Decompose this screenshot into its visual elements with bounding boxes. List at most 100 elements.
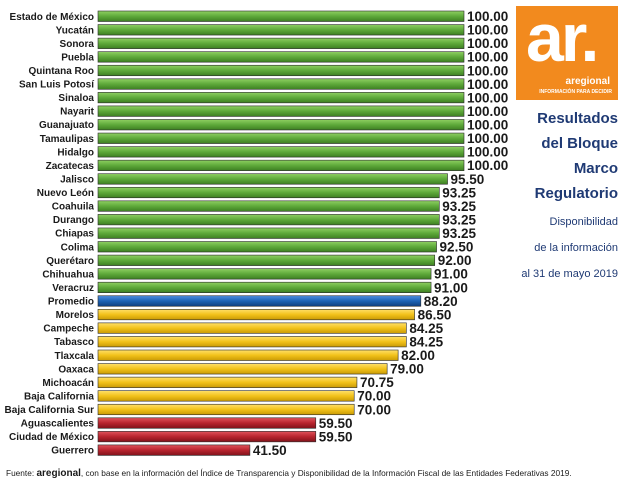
logo-tagline: INFORMACIÓN PARA DECIDIR: [539, 89, 612, 95]
bar: [97, 281, 432, 294]
bar: [97, 363, 388, 375]
bar: [97, 146, 465, 158]
bar: [97, 322, 407, 334]
bar: [97, 417, 317, 429]
category-label: Guanajuato: [39, 120, 94, 131]
bar: [97, 241, 437, 253]
value-label: 100.00: [467, 145, 508, 160]
footnote-prefix: Fuente:: [6, 468, 37, 478]
bar: [97, 132, 465, 144]
category-label: Colima: [61, 242, 95, 253]
category-label: Oaxaca: [58, 364, 94, 375]
value-label: 100.00: [467, 36, 508, 51]
category-label: Quintana Roo: [28, 66, 94, 77]
category-label: Zacatecas: [46, 161, 95, 172]
aregional-logo: ar. aregional INFORMACIÓN PARA DECIDIR: [516, 0, 618, 100]
bar: [97, 403, 355, 416]
category-label: Ciudad de México: [9, 432, 94, 443]
bar: [97, 376, 358, 388]
value-label: 86.50: [418, 307, 452, 322]
side-title-line: Regulatorio: [534, 185, 618, 202]
category-label: Yucatán: [56, 25, 94, 36]
value-label: 93.25: [442, 199, 476, 214]
side-title: Resultados del Bloque Marco Regulatorio: [498, 106, 618, 206]
bar: [97, 214, 440, 226]
bar: [97, 159, 465, 171]
bar: [97, 336, 407, 348]
value-label: 84.25: [409, 321, 443, 336]
bar: [97, 186, 440, 199]
bar: [97, 200, 440, 212]
value-label: 100.00: [467, 63, 508, 78]
category-label: Chihuahua: [42, 269, 94, 280]
bar: [97, 64, 465, 77]
category-label: Campeche: [43, 324, 94, 335]
value-label: 91.00: [434, 280, 468, 295]
bar: [97, 431, 317, 443]
side-title-line: del Bloque: [541, 135, 618, 152]
value-label: 41.50: [253, 443, 287, 458]
category-label: San Luis Potosí: [19, 80, 95, 91]
value-label: 70.00: [357, 402, 391, 417]
bar: [97, 92, 465, 104]
value-label: 82.00: [401, 348, 435, 363]
category-label: Veracruz: [52, 283, 94, 294]
value-label: 88.20: [424, 294, 458, 309]
value-label: 92.00: [438, 253, 472, 268]
category-label: Baja California: [24, 391, 94, 402]
bar: [97, 254, 436, 266]
category-label: Sonora: [60, 39, 95, 50]
side-subtitle-line: al 31 de mayo 2019: [521, 268, 618, 280]
category-label: Aguascalientes: [21, 419, 95, 430]
category-label: Promedio: [48, 297, 94, 308]
value-label: 100.00: [467, 118, 508, 133]
side-subtitle-line: de la información: [534, 242, 618, 254]
bar: [97, 309, 415, 321]
bar: [97, 390, 355, 402]
value-label: 84.25: [409, 334, 443, 349]
value-label: 95.50: [451, 172, 485, 187]
footnote-brand: aregional: [36, 468, 81, 479]
category-label: Tabasco: [54, 337, 94, 348]
side-title-line: Marco: [573, 160, 618, 177]
value-label: 100.00: [467, 90, 508, 105]
category-label: Querétaro: [46, 256, 94, 267]
value-label: 70.00: [357, 389, 391, 404]
value-label: 100.00: [467, 158, 508, 173]
bar: [97, 51, 465, 63]
category-label: Hidalgo: [57, 147, 94, 158]
category-label: Morelos: [56, 310, 95, 321]
bar: [97, 268, 432, 280]
value-label: 92.50: [440, 240, 474, 255]
source-footnote: Fuente: aregional, con base en la inform…: [6, 468, 622, 479]
value-label: 91.00: [434, 267, 468, 282]
value-label: 100.00: [467, 23, 508, 38]
value-label: 59.50: [319, 429, 353, 444]
category-label: Sinaloa: [58, 93, 94, 104]
value-label: 93.25: [442, 185, 476, 200]
value-label: 100.00: [467, 9, 508, 24]
category-label: Puebla: [61, 52, 94, 63]
category-label: Guerrero: [51, 446, 94, 457]
bar: [97, 37, 465, 49]
bar: [97, 78, 465, 90]
value-label: 59.50: [319, 416, 353, 431]
category-label: Baja California Sur: [5, 405, 95, 416]
bar: [97, 105, 465, 117]
value-label: 100.00: [467, 104, 508, 119]
value-label: 93.25: [442, 212, 476, 227]
bar: [97, 24, 465, 36]
category-label: Tamaulipas: [40, 134, 95, 145]
category-label: Chiapas: [55, 229, 94, 240]
bar: [97, 295, 422, 307]
logo-name: aregional: [565, 76, 610, 87]
side-title-line: Resultados: [537, 110, 618, 127]
value-label: 100.00: [467, 131, 508, 146]
category-label: Coahuila: [52, 202, 95, 213]
side-subtitle: Disponibilidad de la información al 31 d…: [488, 209, 618, 287]
category-label: Nayarit: [60, 107, 95, 118]
bar: [97, 173, 448, 185]
category-label: Michoacán: [42, 378, 94, 389]
logo-mark: ar.: [526, 0, 599, 76]
